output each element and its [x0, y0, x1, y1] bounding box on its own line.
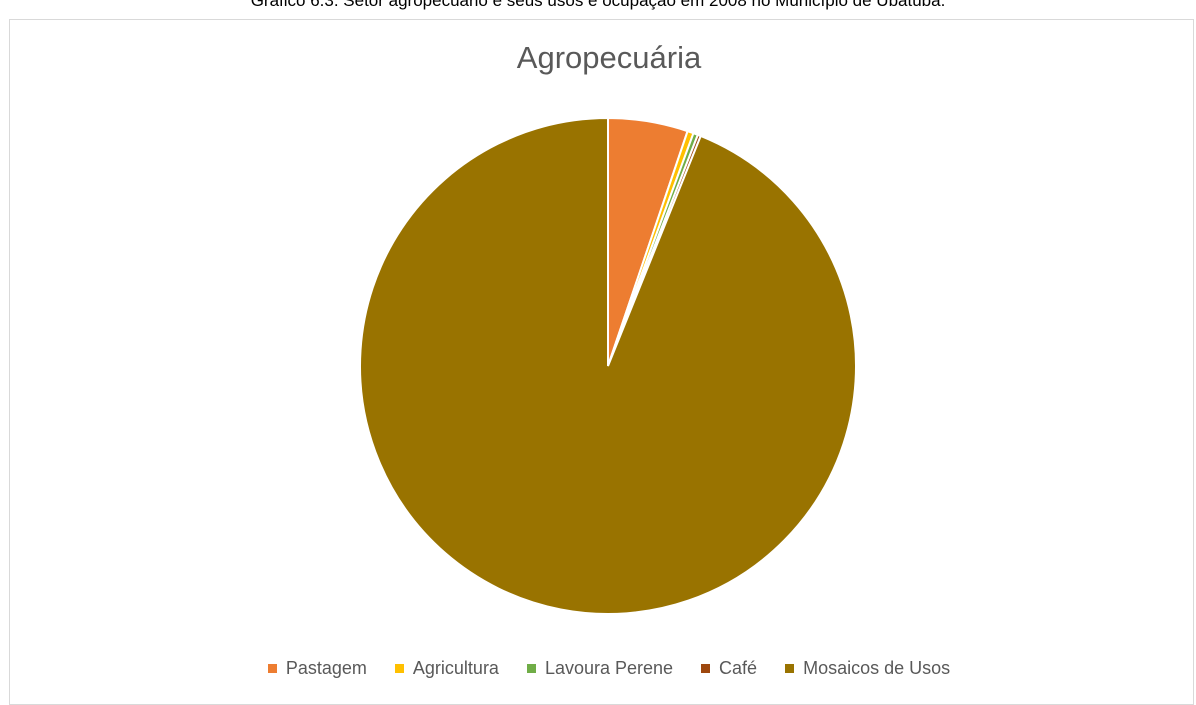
legend-swatch: [267, 664, 277, 673]
chart-legend: Pastagem Agricultura Lavoura Perene Café Mos…: [0, 658, 1196, 679]
legend-swatch: [394, 664, 404, 673]
legend-label: Lavoura Perene: [544, 658, 674, 678]
legend-item: Café: [701, 658, 757, 679]
legend-swatch: [701, 664, 711, 673]
pie-slice-mosaicos-de-usos: [359, 116, 857, 615]
legend-label: Mosaicos de Usos: [803, 658, 951, 678]
chart-title: Agropecuária: [516, 40, 702, 75]
legend-item: Agricultura: [394, 658, 499, 679]
legend-label: Café: [719, 658, 758, 678]
legend-item: Pastagem: [267, 658, 367, 679]
legend-item: Mosaicos de Usos: [785, 658, 950, 679]
legend-item: Lavoura Perene: [526, 658, 674, 679]
legend-label: Agricultura: [412, 658, 499, 678]
legend-label: Pastagem: [285, 658, 367, 678]
figure-caption: Gráfico 6.3. Setor agropecuário e seus u…: [250, 0, 946, 10]
legend-swatch: [526, 664, 536, 673]
legend-swatch: [785, 664, 795, 673]
